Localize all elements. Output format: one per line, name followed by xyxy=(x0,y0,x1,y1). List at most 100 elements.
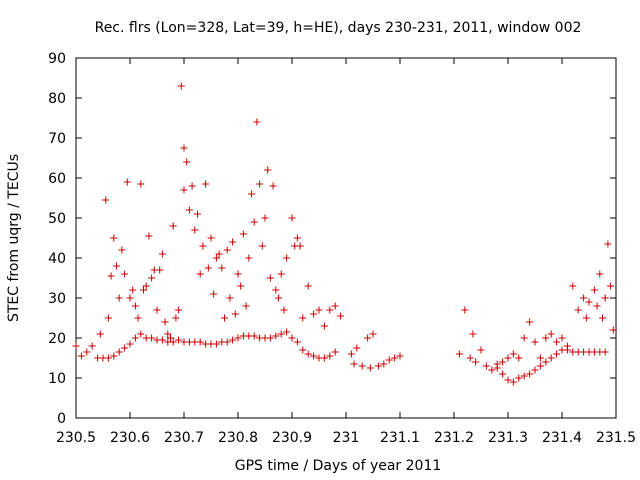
data-point xyxy=(204,264,212,272)
x-tick-label: 230.6 xyxy=(110,430,150,446)
data-point xyxy=(253,118,261,126)
data-point xyxy=(185,206,193,214)
data-point xyxy=(366,364,374,372)
data-point xyxy=(180,144,188,152)
data-point xyxy=(250,218,258,226)
data-point xyxy=(604,240,612,248)
data-point xyxy=(237,282,245,290)
data-point xyxy=(310,310,318,318)
data-point xyxy=(466,354,474,362)
data-point xyxy=(88,342,96,350)
data-point xyxy=(256,180,264,188)
data-point xyxy=(380,360,388,368)
data-point xyxy=(72,342,80,350)
y-tick-label: 60 xyxy=(48,171,66,187)
data-point xyxy=(283,328,291,336)
data-point xyxy=(558,334,566,342)
data-point xyxy=(469,330,477,338)
data-point xyxy=(142,282,150,290)
data-point xyxy=(266,334,274,342)
data-point xyxy=(515,374,523,382)
data-point xyxy=(164,330,172,338)
data-point xyxy=(331,302,339,310)
data-point xyxy=(169,222,177,230)
data-point xyxy=(536,362,544,370)
data-point xyxy=(177,82,185,90)
data-point xyxy=(221,314,228,322)
data-point xyxy=(229,238,237,246)
data-point xyxy=(580,294,588,302)
data-point xyxy=(482,362,490,370)
data-point xyxy=(609,326,617,334)
data-point xyxy=(504,376,512,384)
data-point xyxy=(145,232,153,240)
data-point xyxy=(590,286,598,294)
data-point xyxy=(275,294,282,302)
data-point xyxy=(547,330,555,338)
data-point xyxy=(83,348,91,356)
data-point xyxy=(223,246,231,254)
data-point xyxy=(347,350,355,358)
data-point xyxy=(264,166,272,174)
data-point xyxy=(218,264,226,272)
data-point xyxy=(210,290,218,298)
data-point xyxy=(123,178,131,186)
data-point xyxy=(337,312,345,320)
data-point xyxy=(288,334,296,342)
data-point xyxy=(369,330,377,338)
x-axis-label: GPS time / Days of year 2011 xyxy=(235,458,442,474)
data-point xyxy=(299,346,307,354)
data-point xyxy=(161,318,169,326)
data-point xyxy=(110,352,118,360)
data-point xyxy=(234,334,242,342)
data-point xyxy=(353,344,361,352)
data-point xyxy=(167,334,174,342)
data-point xyxy=(536,354,544,362)
data-point xyxy=(542,334,550,342)
data-point xyxy=(212,340,220,348)
data-point xyxy=(293,338,301,346)
data-point xyxy=(104,354,112,362)
data-point xyxy=(175,306,183,314)
data-point xyxy=(331,348,339,356)
data-point xyxy=(304,350,312,358)
data-point xyxy=(391,354,399,362)
data-point xyxy=(258,242,266,250)
data-point xyxy=(107,272,115,280)
data-point xyxy=(113,262,120,270)
data-point xyxy=(180,186,188,194)
data-point xyxy=(526,370,534,378)
y-tick-label: 20 xyxy=(48,331,66,347)
x-tick-label: 230.9 xyxy=(272,430,312,446)
x-tick-label: 231.5 xyxy=(596,430,636,446)
data-point xyxy=(110,234,118,242)
data-point xyxy=(126,340,134,348)
data-point xyxy=(520,372,528,380)
data-point xyxy=(320,322,328,330)
data-point xyxy=(304,282,312,290)
data-point xyxy=(199,242,207,250)
data-point xyxy=(137,180,145,188)
y-tick-label: 50 xyxy=(48,211,66,227)
data-point xyxy=(156,266,164,274)
data-point xyxy=(77,352,85,360)
data-point xyxy=(115,348,123,356)
data-point xyxy=(542,358,550,366)
data-point xyxy=(131,334,139,342)
data-point xyxy=(299,314,307,322)
x-tick-label: 230.7 xyxy=(164,430,204,446)
data-point xyxy=(148,274,156,282)
data-point xyxy=(488,366,496,374)
data-point xyxy=(212,254,220,262)
data-point xyxy=(364,334,372,342)
data-point xyxy=(277,330,285,338)
data-point xyxy=(601,294,609,302)
data-point xyxy=(358,362,366,370)
y-tick-label: 90 xyxy=(48,51,66,67)
y-tick-label: 10 xyxy=(48,371,66,387)
data-point xyxy=(310,352,318,360)
x-tick-label: 231.2 xyxy=(434,430,474,446)
data-point xyxy=(472,358,480,366)
data-point xyxy=(140,286,147,294)
